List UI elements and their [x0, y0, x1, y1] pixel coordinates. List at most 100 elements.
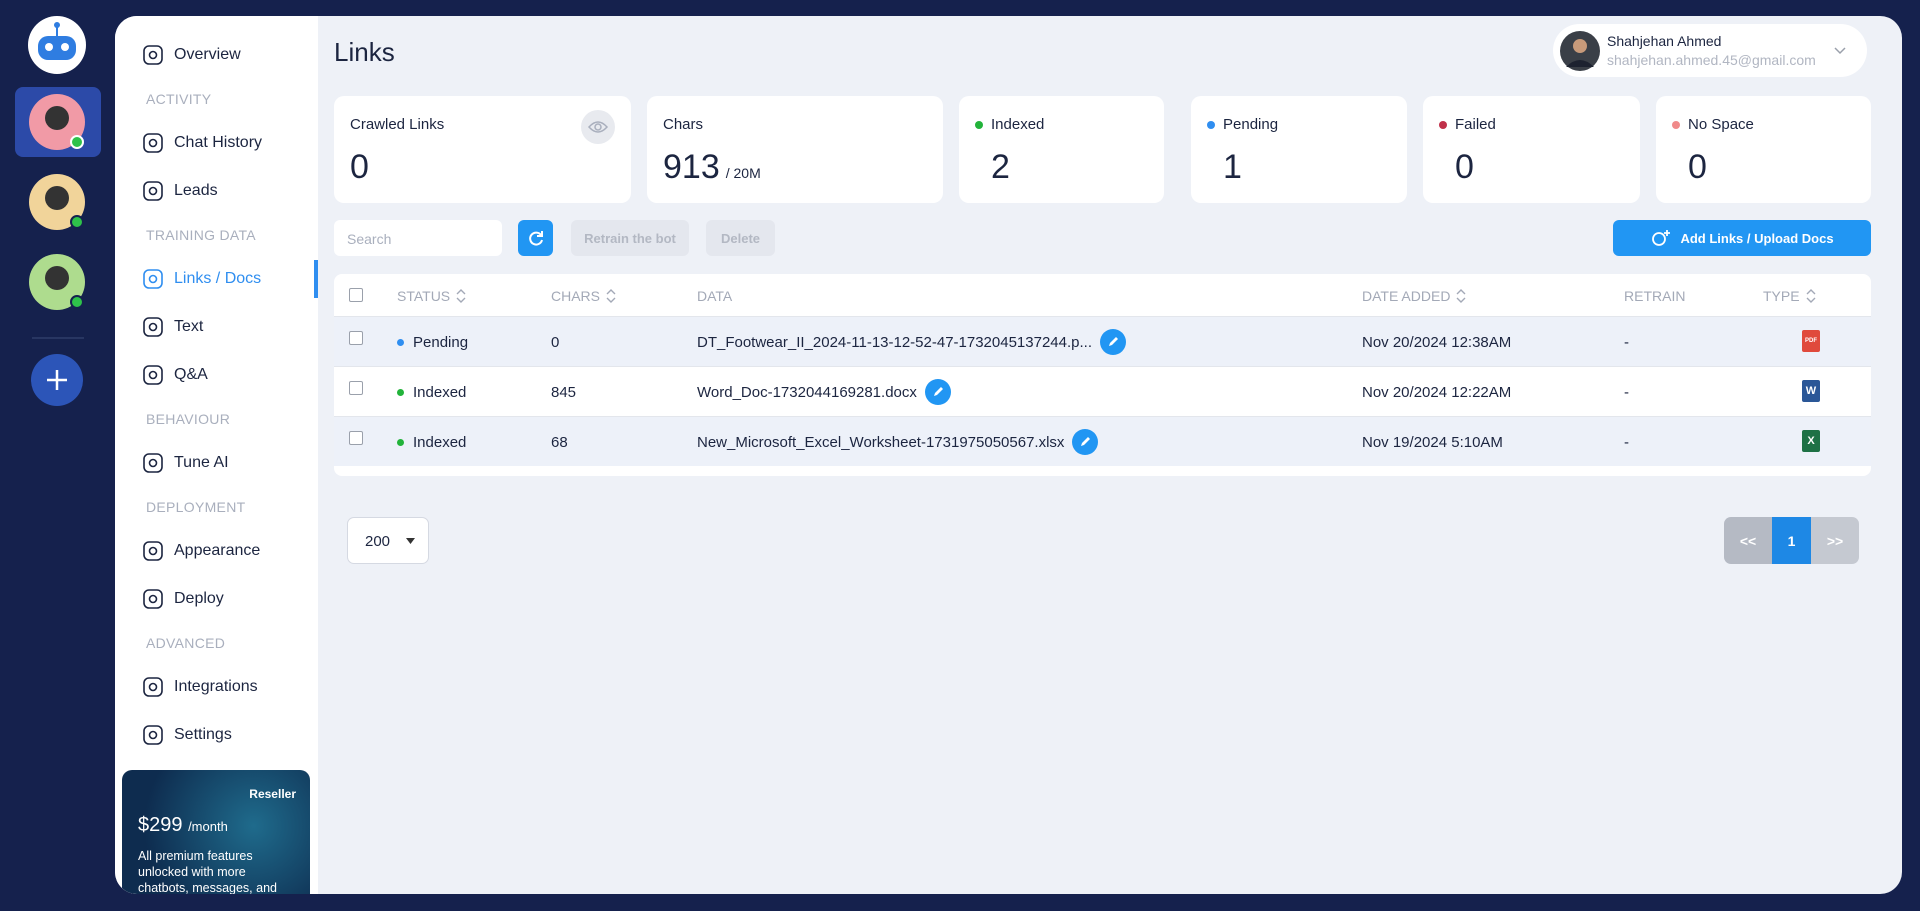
icon-dot — [148, 138, 158, 148]
stat-value: 1 — [1223, 148, 1242, 187]
stat-value: 0 — [1688, 148, 1707, 187]
type-icon: W — [1802, 380, 1820, 402]
nav-label: Integrations — [174, 678, 258, 695]
search-input[interactable]: Search — [334, 220, 502, 256]
column-header[interactable]: STATUS — [397, 288, 467, 304]
edit-button[interactable] — [1072, 429, 1099, 455]
price: $299 — [138, 814, 183, 836]
nav-icon — [143, 541, 163, 561]
retrain-button[interactable]: Retrain the bot — [571, 220, 689, 256]
nav-label: Settings — [174, 726, 232, 743]
add-button[interactable]: Add Links / Upload Docs — [1613, 220, 1871, 256]
select-all[interactable] — [349, 288, 363, 302]
status-cell: Indexed — [397, 367, 466, 417]
nav-item[interactable]: Tune AI — [142, 448, 229, 478]
next-page[interactable]: >> — [1811, 517, 1859, 564]
nav-icon — [143, 365, 163, 385]
status-label: Indexed — [413, 433, 467, 451]
promo-card[interactable]: Reseller $299 /month All premium feature… — [122, 770, 310, 894]
nav-item[interactable]: Overview — [142, 40, 241, 70]
file-name: DT_Footwear_II_2024-11-13-12-52-47-17320… — [697, 333, 1092, 351]
retrain-cell: - — [1624, 383, 1629, 401]
page-size-select[interactable]: 200 — [347, 517, 429, 564]
column-header: RETRAIN — [1624, 288, 1685, 304]
nav-item[interactable]: Links / Docs — [142, 264, 261, 294]
stat-value: 0 — [350, 148, 369, 187]
nav-item[interactable]: Chat History — [142, 128, 262, 158]
user-avatar — [1560, 31, 1600, 71]
nav-label: Deploy — [174, 590, 224, 607]
nav-icon — [143, 45, 163, 65]
sidebar: Overview ACTIVITY Chat History Leads TRAININ… — [115, 16, 318, 894]
page-title: Links — [334, 37, 395, 67]
nav-item[interactable]: Integrations — [142, 672, 258, 702]
period: /month — [188, 819, 228, 834]
status-dot — [975, 121, 983, 129]
chars-cell: 845 — [551, 383, 577, 401]
stat-label: Crawled Links — [350, 116, 445, 133]
refresh-button[interactable] — [518, 220, 553, 256]
suffix: / 20M — [725, 165, 761, 181]
add-icon — [1652, 230, 1671, 246]
icon-shape — [143, 541, 163, 561]
stat-label: Failed — [1455, 116, 1496, 133]
table-row: Pending 0 DT_Footwear_II_2024-11-13-12-52-… — [334, 316, 1871, 366]
icon-shape — [143, 677, 163, 697]
value: 913 — [663, 148, 720, 186]
row-checkbox[interactable] — [349, 381, 363, 395]
links-table: STATUS CHARS DATA DATE ADDED RETRAIN TYPE Pend… — [334, 274, 1871, 476]
pupil — [594, 123, 602, 131]
stat-card: No Space 0 — [1656, 96, 1871, 203]
status-dot — [397, 388, 404, 396]
nav-icon — [143, 677, 163, 697]
current-page[interactable]: 1 — [1772, 517, 1811, 564]
user-menu[interactable]: Shahjehan Ahmed shahjehan.ahmed.45@gmail… — [1553, 24, 1867, 77]
column-header[interactable]: TYPE — [1763, 288, 1817, 304]
edit-button[interactable] — [1100, 329, 1126, 355]
prev-page[interactable]: << — [1724, 517, 1772, 564]
eye-bg — [581, 110, 615, 144]
icon-dot — [148, 370, 158, 380]
stat-card: Pending 1 — [1191, 96, 1407, 203]
stat-label: Indexed — [991, 116, 1045, 133]
data-cell: New_Microsoft_Excel_Worksheet-1731975050… — [697, 417, 1099, 467]
value: 1 — [1223, 148, 1242, 186]
stat-card: Crawled Links 0 — [334, 96, 631, 203]
type-icon: PDF — [1802, 330, 1820, 352]
icon-shape — [143, 725, 163, 745]
page-size: 200 — [365, 533, 391, 550]
nav-item[interactable]: Q&A — [142, 360, 208, 390]
status-dot — [1439, 121, 1447, 129]
nav-item[interactable]: Settings — [142, 720, 232, 750]
type-label: X — [1807, 435, 1815, 447]
delete-button[interactable]: Delete — [706, 220, 775, 256]
icon-shape — [143, 317, 163, 337]
column-header[interactable]: CHARS — [551, 288, 617, 304]
status-dot — [397, 338, 404, 346]
nav-item[interactable]: Deploy — [142, 584, 224, 614]
nav-item[interactable]: Text — [142, 312, 203, 342]
arrows — [606, 289, 616, 303]
type-label: W — [1805, 385, 1817, 397]
nav-item[interactable]: Appearance — [142, 536, 260, 566]
column-label: STATUS — [397, 288, 451, 304]
stat-card: Indexed 2 — [959, 96, 1164, 203]
nav-icon — [143, 133, 163, 153]
stat-label: Chars — [663, 116, 704, 133]
eye-button[interactable] — [581, 110, 615, 144]
icon-dot — [148, 546, 158, 556]
pencil — [933, 387, 943, 396]
icon-dot — [148, 594, 158, 604]
caret — [406, 538, 415, 544]
stat-value: 0 — [1455, 148, 1474, 187]
icon-dot — [148, 682, 158, 692]
column-header[interactable]: DATE ADDED — [1362, 288, 1467, 304]
nav-item[interactable]: Leads — [142, 176, 218, 206]
row-checkbox[interactable] — [349, 331, 363, 345]
eye — [587, 121, 609, 133]
sort-icon — [456, 289, 466, 303]
icon-shape — [143, 181, 163, 201]
stat-value: 2 — [991, 148, 1010, 187]
row-checkbox[interactable] — [349, 431, 363, 445]
edit-button[interactable] — [924, 379, 951, 405]
